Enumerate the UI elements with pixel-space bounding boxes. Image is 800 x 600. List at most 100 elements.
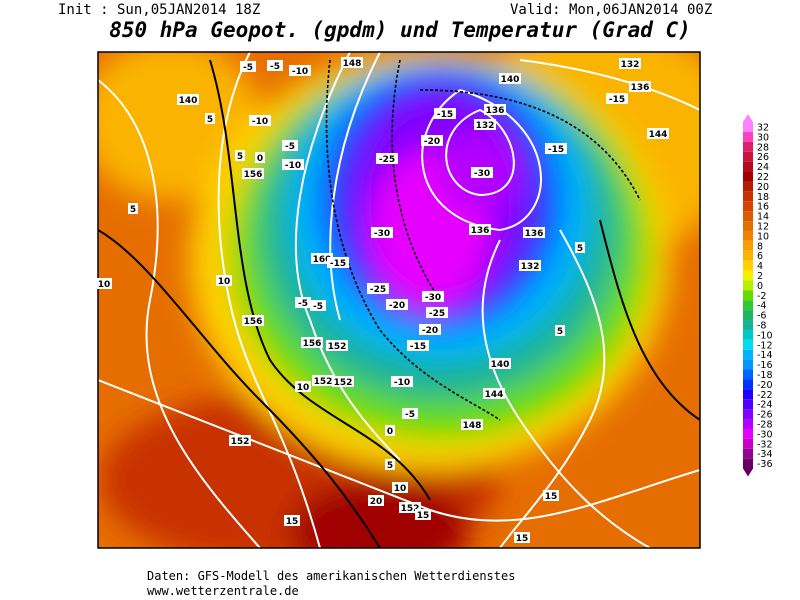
contour-label-box xyxy=(242,168,264,179)
legend-label: 4 xyxy=(757,261,763,272)
contour-label: 140 xyxy=(179,96,198,106)
contour-label: -10 xyxy=(292,67,308,77)
legend-swatch xyxy=(743,349,753,360)
contour-label: -30 xyxy=(425,293,441,303)
contour-label: 132 xyxy=(521,262,540,272)
legend-label: 24 xyxy=(757,162,769,173)
legend-arrow-bottom xyxy=(743,468,753,477)
legend-label: -16 xyxy=(757,360,773,371)
legend-label: -20 xyxy=(757,380,773,391)
contour-label-box xyxy=(341,57,363,68)
contour-label: 156 xyxy=(244,170,263,180)
legend-swatch xyxy=(743,151,753,162)
contour-label: -25 xyxy=(429,309,445,319)
legend-label: 10 xyxy=(757,231,769,242)
contour-label: 5 xyxy=(387,461,393,471)
contour-label: 136 xyxy=(525,229,544,239)
contour-label: 132 xyxy=(476,121,495,131)
contour-label-box xyxy=(96,278,112,289)
contour-label-box xyxy=(419,324,441,335)
contour-label: 148 xyxy=(343,59,362,69)
contour-label-box xyxy=(371,227,393,238)
legend-label: 22 xyxy=(757,172,769,183)
contour-label: 156 xyxy=(303,339,322,349)
contour-label: 10 xyxy=(297,383,310,393)
legend-swatch xyxy=(743,399,753,410)
contour-label-box xyxy=(255,152,265,163)
contour-label: 5 xyxy=(577,244,583,254)
legend-label: 12 xyxy=(757,222,769,233)
contour-label-box xyxy=(312,375,334,386)
contour-label-box xyxy=(289,65,311,76)
contour-label-box xyxy=(240,61,256,72)
contour-label-box xyxy=(368,495,384,506)
contour-label: -15 xyxy=(330,259,346,269)
contour-label: 15 xyxy=(516,534,529,544)
contour-label-box xyxy=(229,435,251,446)
legend-label: -18 xyxy=(757,370,773,381)
contour-label: 152 xyxy=(401,504,420,514)
contour-label-box xyxy=(461,419,483,430)
legend-swatch xyxy=(743,181,753,192)
contour-label-box xyxy=(545,143,567,154)
legend-swatch xyxy=(743,290,753,301)
legend-swatch xyxy=(743,379,753,390)
map-frame xyxy=(97,51,701,549)
data-source: Daten: GFS-Modell des amerikanischen Wet… xyxy=(147,569,516,583)
legend-label: -24 xyxy=(757,400,773,411)
contour-label-box xyxy=(606,93,628,104)
contour-label-box xyxy=(235,150,245,161)
contour-label-box xyxy=(474,119,496,130)
contour-label: -5 xyxy=(405,410,415,420)
legend-swatch xyxy=(743,211,753,222)
contour-label: 140 xyxy=(491,360,510,370)
contour-label-box xyxy=(295,381,311,392)
legend-label: -2 xyxy=(757,291,766,302)
legend-swatch xyxy=(743,320,753,330)
contour-label: 136 xyxy=(486,106,505,116)
contour-label-box xyxy=(386,299,408,310)
contour-label-box xyxy=(327,257,349,268)
legend-label: 20 xyxy=(757,182,769,193)
contour-label: -15 xyxy=(437,110,453,120)
contour-label: 0 xyxy=(387,427,393,437)
website: www.wetterzentrale.de xyxy=(147,584,299,598)
contour-label: 144 xyxy=(649,130,668,140)
legend-swatch xyxy=(743,389,753,400)
contour-label: -5 xyxy=(270,62,280,72)
legend-label: -12 xyxy=(757,340,773,351)
legend-swatch xyxy=(743,409,753,420)
contour-label: -15 xyxy=(548,145,564,155)
legend-swatch xyxy=(743,260,753,271)
legend-label: -10 xyxy=(757,330,773,341)
contour-label: -5 xyxy=(285,142,295,152)
contour-label: 15 xyxy=(545,492,558,502)
contour-label-box xyxy=(575,242,585,253)
contour-label: 152 xyxy=(314,377,333,387)
legend-swatch xyxy=(743,339,753,350)
legend-label: 26 xyxy=(757,152,769,163)
contour-labels: 148 132136140136132-15-20-30-15144-15-25-… xyxy=(96,57,669,544)
legend-swatch xyxy=(743,221,753,231)
contour-label: -10 xyxy=(394,378,410,388)
contour-label: -30 xyxy=(374,229,390,239)
legend-swatch xyxy=(743,329,753,340)
legend-label: 8 xyxy=(757,241,763,252)
legend-label: -6 xyxy=(757,311,766,322)
contour-label-box xyxy=(311,253,333,264)
contour-label-box xyxy=(332,376,354,387)
legend-label: 6 xyxy=(757,251,763,262)
legend-label: -32 xyxy=(757,439,773,450)
contour-label: -15 xyxy=(609,95,625,105)
contour-label-box xyxy=(392,482,408,493)
legend-swatch xyxy=(743,201,753,212)
contour-label: 140 xyxy=(501,75,520,85)
legend-swatch xyxy=(743,369,753,380)
contour-label: 148 xyxy=(463,421,482,431)
contour-label: 20 xyxy=(370,497,383,507)
contour-label-box xyxy=(284,515,300,526)
legend-swatch xyxy=(743,230,753,241)
contour-label-box xyxy=(267,60,283,71)
contour-label-box xyxy=(469,224,491,235)
